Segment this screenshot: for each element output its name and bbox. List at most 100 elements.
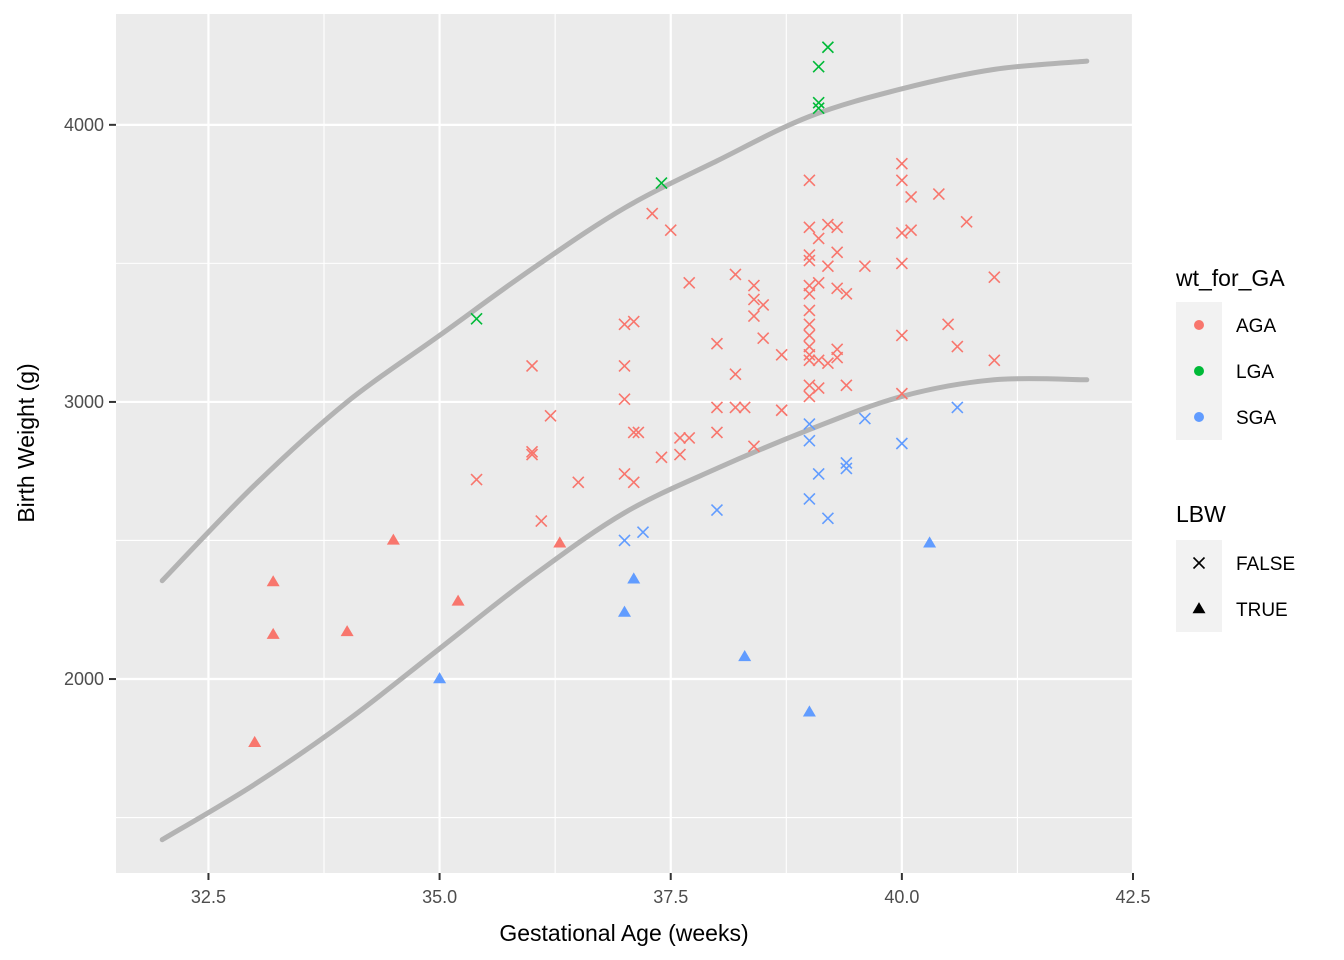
data-point: [895, 387, 908, 400]
legend-label-aga: AGA: [1236, 316, 1276, 337]
data-point: [433, 672, 447, 684]
data-point: [803, 287, 816, 300]
data-points: [248, 41, 1001, 747]
data-point: [627, 572, 641, 584]
legend-triangle-marker: [1192, 602, 1206, 614]
data-point: [858, 260, 871, 273]
data-point: [960, 215, 973, 228]
data-point: [618, 534, 631, 547]
data-point: [840, 287, 853, 300]
data-point: [655, 176, 668, 190]
data-point: [840, 462, 853, 475]
data-point: [470, 312, 483, 325]
data-point: [636, 526, 650, 539]
data-point: [831, 351, 844, 364]
data-point: [858, 412, 871, 425]
legend-label-true: TRUE: [1236, 600, 1288, 621]
data-point: [525, 448, 539, 461]
data-point: [340, 625, 354, 637]
legend-dot-lga: [1194, 366, 1204, 376]
data-point: [905, 224, 918, 237]
reference-curves: [159, 58, 1090, 843]
upper-reference-curve: [159, 58, 1090, 584]
data-point: [802, 705, 816, 717]
data-point: [840, 456, 853, 469]
data-point: [470, 473, 483, 486]
data-point: [757, 298, 770, 312]
data-point: [812, 382, 825, 395]
data-point: [683, 276, 696, 289]
data-point: [803, 254, 816, 267]
y-tick-label: 2000: [64, 669, 104, 689]
data-point: [627, 315, 640, 328]
data-point: [710, 401, 724, 414]
y-axis-label: Birth Weight (g): [13, 363, 39, 522]
data-point: [803, 379, 816, 392]
data-point: [821, 260, 834, 273]
data-point: [988, 354, 1001, 367]
data-point: [895, 329, 908, 342]
data-point: [729, 368, 742, 381]
y-axis: 2000 3000 4000: [64, 115, 116, 689]
data-point: [266, 575, 280, 587]
data-point: [627, 476, 640, 489]
data-point: [821, 357, 834, 370]
data-point: [821, 41, 834, 54]
legend-wt-for-ga: wt_for_GA AGA LGA SGA: [1175, 265, 1285, 440]
legend-x-marker: [1192, 556, 1206, 570]
legend-label-lga: LGA: [1236, 362, 1274, 383]
data-point: [618, 393, 631, 406]
data-point: [895, 157, 908, 170]
data-point: [618, 318, 631, 331]
legend-lbw: LBW FALSE TRUE: [1176, 501, 1295, 632]
data-point: [757, 332, 770, 345]
data-point: [646, 207, 659, 220]
series-aga-lbw-false: [470, 157, 1001, 528]
data-point: [655, 451, 668, 464]
x-axis: 32.5 35.0 37.5 40.0 42.5: [191, 873, 1151, 907]
data-point: [803, 249, 816, 262]
data-point: [738, 401, 751, 414]
data-point: [951, 340, 964, 353]
data-point: [525, 445, 539, 458]
data-point: [386, 533, 400, 545]
data-point: [812, 96, 825, 109]
data-point: [747, 440, 761, 453]
data-point: [803, 418, 816, 431]
data-point: [812, 60, 825, 73]
data-point: [673, 431, 687, 445]
x-tick-label: 42.5: [1115, 887, 1150, 907]
data-point: [673, 448, 687, 461]
data-point: [710, 503, 724, 517]
data-point: [747, 293, 761, 306]
x-tick-label: 37.5: [653, 887, 688, 907]
data-point: [895, 257, 908, 270]
data-point: [803, 304, 816, 317]
legend-title: wt_for_GA: [1175, 265, 1285, 291]
y-tick-label: 3000: [64, 392, 104, 412]
data-point: [266, 627, 280, 639]
data-point: [905, 190, 918, 203]
data-point: [831, 282, 844, 295]
data-point: [895, 174, 908, 187]
x-tick-label: 32.5: [191, 887, 226, 907]
data-point: [738, 650, 752, 662]
data-point: [988, 271, 1001, 284]
data-point: [535, 515, 548, 528]
series-sga-lbw-false: [618, 401, 964, 547]
data-point: [618, 359, 631, 372]
data-point: [803, 174, 816, 187]
data-point: [683, 431, 696, 445]
legend-label-sga: SGA: [1236, 408, 1276, 429]
data-point: [803, 354, 816, 367]
data-point: [451, 594, 465, 606]
data-point: [812, 276, 825, 289]
data-point: [803, 329, 816, 342]
data-point: [821, 218, 834, 231]
data-point: [553, 536, 567, 548]
data-point: [803, 318, 816, 331]
data-point: [664, 224, 677, 237]
data-point: [923, 536, 937, 548]
data-point: [747, 309, 761, 323]
